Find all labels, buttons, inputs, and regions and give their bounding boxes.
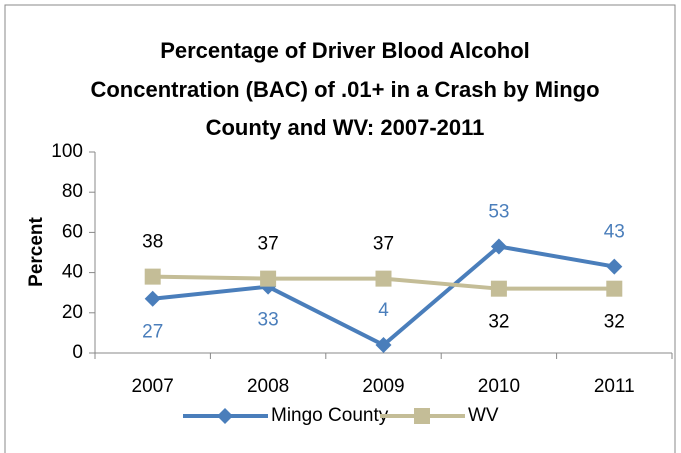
data-point (606, 280, 623, 297)
chart-border (4, 4, 676, 453)
y-tick-label: 60 (62, 221, 83, 242)
y-tick-label: 40 (62, 262, 83, 283)
data-point (144, 290, 161, 307)
data-label: 37 (373, 234, 394, 255)
legend-marker (414, 408, 430, 424)
y-axis-label: Percent (26, 216, 47, 286)
data-label: 38 (142, 232, 163, 253)
x-tick-label: 2008 (247, 376, 289, 397)
data-point (606, 258, 623, 275)
x-tick-label: 2010 (478, 376, 520, 397)
data-label: 4 (378, 300, 389, 321)
data-point (260, 270, 277, 287)
data-point (144, 268, 161, 285)
y-tick-label: 20 (62, 302, 83, 323)
x-tick-label: 2009 (362, 376, 404, 397)
data-point (375, 336, 392, 353)
data-point (375, 270, 392, 287)
data-label: 27 (142, 322, 163, 343)
data-label: 33 (258, 310, 279, 331)
y-tick-label: 80 (62, 181, 83, 202)
data-label: 43 (604, 222, 625, 243)
y-tick-label: 100 (51, 141, 83, 162)
data-label: 53 (488, 201, 509, 222)
chart-title: County and WV: 2007-2011 (206, 115, 485, 140)
legend-marker (217, 408, 233, 424)
x-tick-label: 2011 (594, 376, 635, 397)
x-tick-label: 2007 (132, 376, 174, 397)
data-label: 32 (488, 312, 509, 333)
chart-title: Concentration (BAC) of .01+ in a Crash b… (90, 77, 599, 102)
y-tick-label: 0 (72, 342, 83, 363)
legend-label: Mingo County (271, 405, 389, 426)
legend-label: WV (468, 405, 499, 426)
data-point (490, 280, 507, 297)
data-point (490, 238, 507, 255)
data-label: 32 (604, 312, 625, 333)
chart-title: Percentage of Driver Blood Alcohol (160, 38, 530, 63)
data-label: 37 (258, 234, 279, 255)
